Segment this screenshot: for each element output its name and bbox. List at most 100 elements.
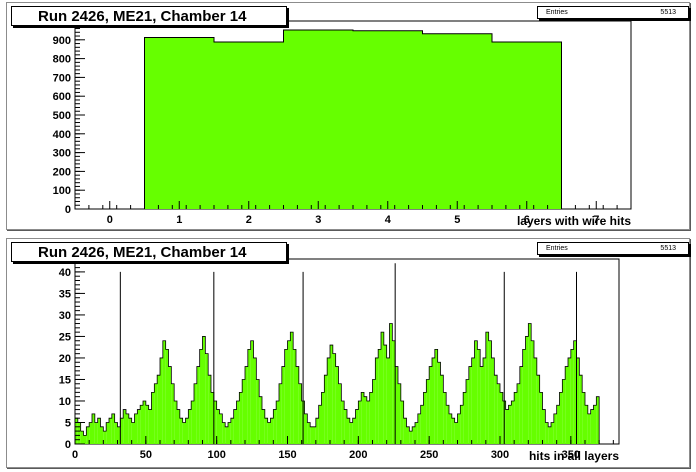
bar bbox=[174, 400, 177, 444]
bar bbox=[514, 392, 517, 444]
bar bbox=[383, 345, 387, 444]
bar bbox=[460, 405, 464, 444]
bar bbox=[528, 323, 532, 444]
x-tick-label: 3 bbox=[315, 214, 321, 226]
bar bbox=[485, 332, 489, 444]
bar bbox=[202, 336, 206, 444]
bar bbox=[568, 357, 571, 444]
bar bbox=[341, 400, 345, 444]
bar bbox=[468, 366, 472, 444]
bar bbox=[505, 409, 509, 444]
bar bbox=[477, 349, 481, 444]
y-tick-label: 0 bbox=[65, 439, 71, 451]
bar bbox=[281, 366, 285, 444]
x-tick-label: 200 bbox=[349, 449, 367, 461]
y-tick-label: 30 bbox=[59, 310, 71, 322]
y-tick-label: 40 bbox=[59, 267, 71, 279]
bar bbox=[497, 383, 500, 444]
bar bbox=[437, 362, 441, 444]
bar bbox=[570, 349, 574, 444]
y-tick-label: 100 bbox=[53, 185, 71, 197]
bar bbox=[403, 418, 407, 444]
x-tick-label: 250 bbox=[420, 449, 438, 461]
bar bbox=[327, 357, 330, 444]
bar bbox=[369, 392, 373, 444]
bar bbox=[576, 357, 580, 444]
bar bbox=[389, 323, 393, 444]
bar bbox=[585, 405, 588, 444]
bar-group bbox=[144, 30, 562, 210]
bar bbox=[80, 431, 84, 444]
bar bbox=[287, 340, 291, 444]
bar bbox=[270, 418, 274, 444]
y-tick-label: 25 bbox=[59, 331, 71, 343]
bar bbox=[253, 357, 257, 444]
bar bbox=[400, 400, 404, 444]
bar bbox=[279, 383, 282, 444]
x-tick-label: 150 bbox=[278, 449, 296, 461]
bar bbox=[519, 366, 523, 444]
bar bbox=[171, 383, 175, 444]
bar bbox=[395, 366, 398, 444]
stats-entries-value: 5513 bbox=[660, 245, 676, 252]
bar bbox=[97, 418, 101, 444]
bar bbox=[185, 418, 189, 444]
bar bbox=[432, 357, 435, 444]
y-tick-label: 900 bbox=[53, 35, 71, 47]
y-tick-label: 15 bbox=[59, 374, 71, 386]
bar bbox=[131, 422, 135, 444]
bar bbox=[500, 392, 503, 444]
bar bbox=[491, 357, 495, 444]
chart-title: Run 2426, ME21, Chamber 14 bbox=[11, 6, 287, 26]
bar bbox=[228, 422, 231, 444]
bar bbox=[191, 400, 194, 444]
bar bbox=[551, 422, 554, 444]
bar bbox=[245, 366, 248, 444]
bar bbox=[205, 353, 209, 444]
bar bbox=[593, 405, 597, 444]
bar bbox=[296, 366, 299, 444]
bar bbox=[511, 400, 515, 444]
bar bbox=[109, 418, 112, 444]
y-tick-label: 20 bbox=[59, 353, 71, 365]
bar bbox=[398, 383, 401, 444]
bar bbox=[250, 340, 254, 444]
bar bbox=[531, 340, 534, 444]
histogram-pad-layers: 0 1 2 3 4 5 6 7 0 100 200 300 400 500 600 700 800 900 laye… bbox=[6, 2, 690, 230]
stats-entries-label: Entries bbox=[546, 245, 568, 252]
bar bbox=[239, 392, 243, 444]
bar bbox=[443, 392, 447, 444]
bar bbox=[162, 340, 166, 444]
bar bbox=[451, 418, 455, 444]
bar bbox=[111, 413, 115, 444]
x-tick-label: 0 bbox=[72, 449, 78, 461]
bar bbox=[211, 392, 214, 444]
bar bbox=[590, 409, 594, 444]
bar bbox=[89, 422, 92, 444]
bar bbox=[290, 332, 294, 444]
bar bbox=[457, 413, 461, 444]
bar bbox=[517, 383, 520, 444]
bar bbox=[463, 392, 466, 444]
bar bbox=[542, 409, 546, 444]
bar bbox=[310, 426, 313, 444]
bar bbox=[182, 422, 186, 444]
bar bbox=[199, 349, 203, 444]
chart-title: Run 2426, ME21, Chamber 14 bbox=[11, 242, 287, 262]
bar bbox=[352, 418, 356, 444]
bar bbox=[366, 400, 370, 444]
bar bbox=[579, 375, 583, 444]
y-tick-label: 5 bbox=[65, 417, 71, 429]
bar bbox=[165, 349, 169, 444]
bar bbox=[412, 426, 415, 444]
bar bbox=[196, 366, 200, 444]
bar bbox=[344, 409, 347, 444]
bar bbox=[474, 340, 478, 444]
histogram-pad-hits: 0 50 100 150 200 250 300 350 0 5 10 15 20 25 30 35 40 hit… bbox=[6, 238, 690, 468]
bar bbox=[426, 379, 430, 444]
bar bbox=[335, 366, 339, 444]
bar bbox=[392, 340, 396, 444]
bar bbox=[160, 357, 163, 444]
bar-group bbox=[75, 323, 600, 444]
bar bbox=[134, 413, 138, 444]
